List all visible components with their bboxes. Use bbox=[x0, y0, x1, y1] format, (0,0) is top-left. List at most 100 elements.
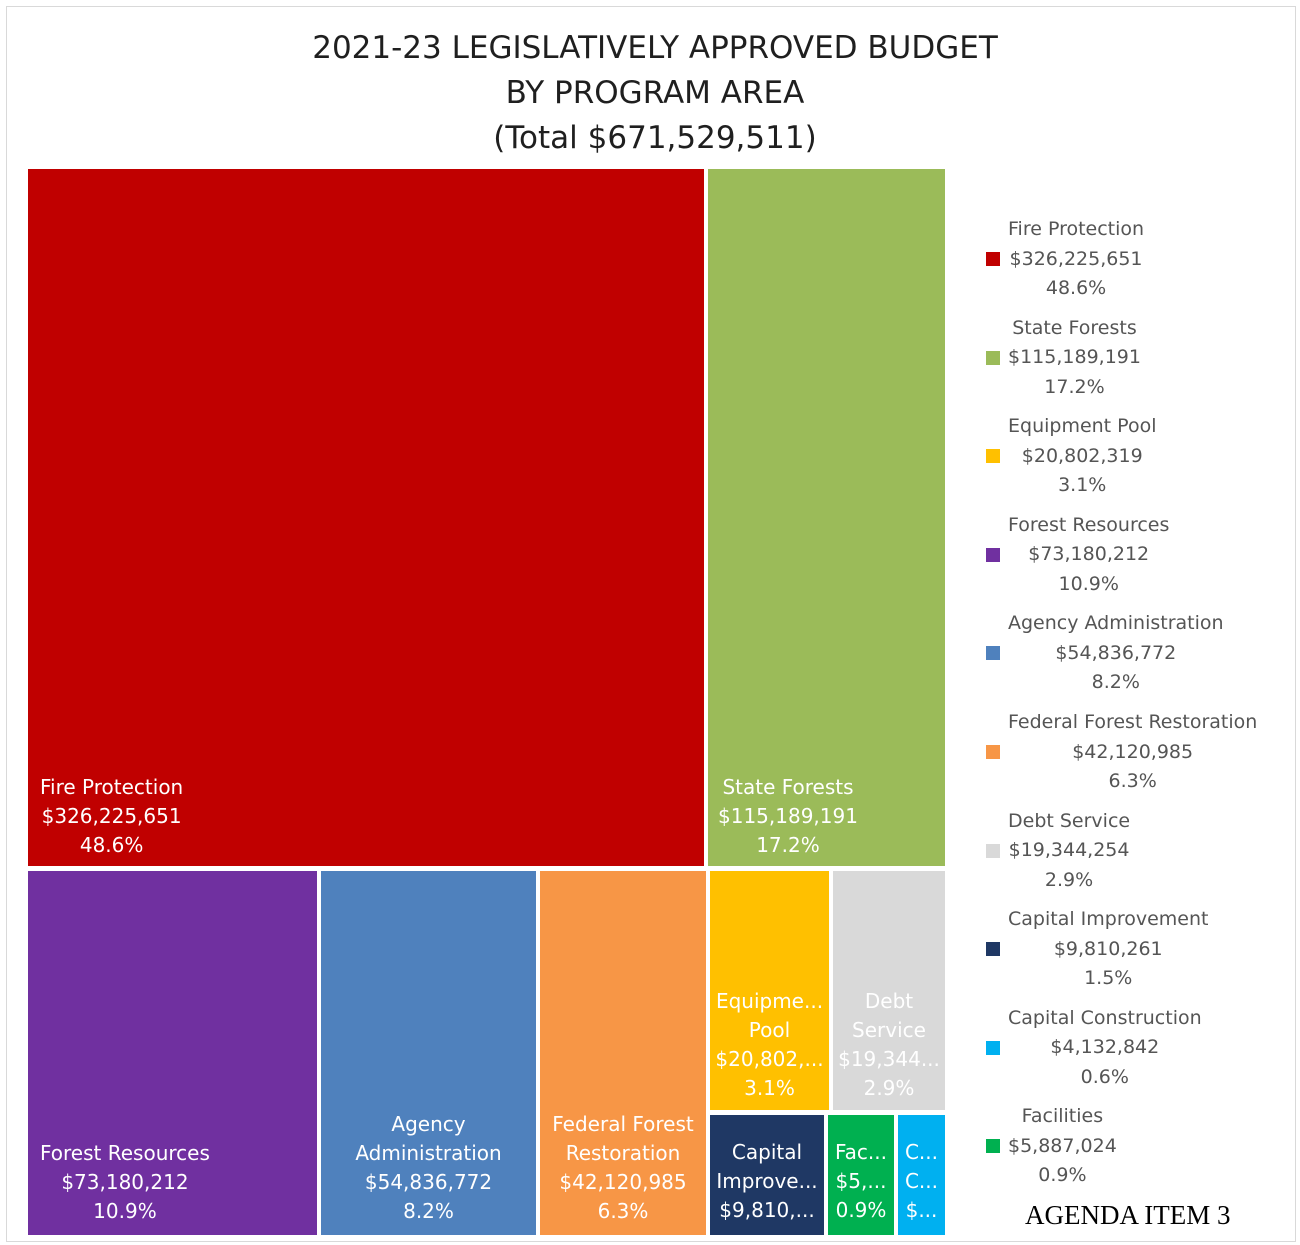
legend-item-facilities: Facilities $5,887,024 0.9% bbox=[978, 1102, 1278, 1192]
legend-percent-label: 6.3% bbox=[1108, 770, 1157, 792]
legend-name: Facilities bbox=[1021, 1105, 1104, 1128]
legend-text: State Forests $115,189,191 17.2% bbox=[1008, 314, 1141, 403]
legend-swatch bbox=[986, 646, 1000, 661]
tile-label-line: 10.9% bbox=[93, 1199, 157, 1223]
legend-name: Forest Resources bbox=[1008, 513, 1170, 536]
legend-text: Debt Service $19,344,254 2.9% bbox=[1008, 807, 1130, 896]
tile-label: Forest Resources $73,180,212 10.9% bbox=[40, 1139, 210, 1226]
tile-label-line: Equipme... bbox=[715, 989, 824, 1013]
legend-value-label: $73,180,212 bbox=[1028, 543, 1150, 566]
tile-forest-resources: Forest Resources $73,180,212 10.9% bbox=[28, 871, 317, 1235]
legend-item-fire-protection: Fire Protection $326,225,651 48.6% bbox=[978, 215, 1278, 305]
tile-federal-forest-restoration: Federal Forest Restoration $42,120,985 6.3% bbox=[540, 871, 706, 1235]
legend-swatch bbox=[986, 547, 1000, 562]
tile-label-line: Fac... bbox=[835, 1140, 887, 1164]
legend-swatch bbox=[986, 449, 1000, 464]
agenda-label: AGENDA ITEM 3 bbox=[1025, 1200, 1231, 1230]
tile-label: Agency Administration $54,836,772 8.2% bbox=[321, 1110, 536, 1226]
tile-label-line: 17.2% bbox=[756, 833, 820, 857]
tile-label: Fire Protection $326,225,651 48.6% bbox=[40, 773, 183, 860]
legend-text: Agency Administration $54,836,772 8.2% bbox=[1008, 609, 1224, 698]
legend-text: Equipment Pool $20,802,319 3.1% bbox=[1008, 412, 1156, 501]
legend-text: Federal Forest Restoration $42,120,985 6.3… bbox=[1008, 708, 1257, 797]
tile-capital-construction: C... C... $... bbox=[898, 1115, 945, 1235]
legend-text: Facilities $5,887,024 0.9% bbox=[1008, 1102, 1117, 1191]
legend-percent-label: 8.2% bbox=[1091, 671, 1140, 694]
legend-percent-label: 3.1% bbox=[1058, 474, 1107, 497]
tile-label-line: $115,189,191 bbox=[718, 804, 858, 828]
legend-value-label: $20,802,319 bbox=[1021, 444, 1143, 467]
legend-percent-label: 0.6% bbox=[1080, 1065, 1129, 1088]
legend-value-label: $115,189,191 bbox=[1008, 346, 1141, 369]
legend-percent-label: 1.5% bbox=[1084, 967, 1133, 990]
tile-equipment-pool: Equipme... Pool $20,802,... 3.1% bbox=[710, 871, 829, 1110]
legend-item-agency-administration: Agency Administration $54,836,772 8.2% bbox=[978, 609, 1278, 699]
tile-label-line: Restoration bbox=[565, 1141, 681, 1165]
tile-label-line: $326,225,651 bbox=[41, 804, 182, 828]
legend-name: Equipment Pool bbox=[1008, 415, 1157, 438]
legend-item-capital-improvement: Capital Improvement $9,810,261 1.5% bbox=[978, 905, 1278, 995]
tile-label-line: 0.9% bbox=[835, 1198, 887, 1222]
tile-label: Debt Service $19,344... 2.9% bbox=[833, 987, 945, 1103]
tile-label-line: Improve... bbox=[716, 1169, 818, 1193]
tile-label: Federal Forest Restoration $42,120,985 6.3% bbox=[540, 1110, 706, 1226]
legend-percent-label: 17.2% bbox=[1044, 375, 1105, 398]
tile-label-line: Fire Protection bbox=[40, 775, 184, 799]
tile-facilities: Fac... $5,... 0.9% bbox=[828, 1115, 894, 1235]
tile-label-line: $5,... bbox=[835, 1169, 887, 1193]
legend-name: Capital Construction bbox=[1008, 1006, 1202, 1029]
legend-name: State Forests bbox=[1012, 316, 1137, 339]
tile-label-line: Debt bbox=[864, 989, 914, 1013]
legend-value-label: $9,810,261 bbox=[1053, 937, 1163, 960]
legend-swatch bbox=[986, 745, 1000, 759]
tile-label-line: Federal Forest bbox=[552, 1112, 694, 1136]
tile-label-line: State Forests bbox=[722, 775, 854, 799]
tile-label-line: $42,120,985 bbox=[559, 1170, 687, 1194]
tile-label-line: C... bbox=[904, 1140, 939, 1164]
tile-debt-service: Debt Service $19,344... 2.9% bbox=[833, 871, 945, 1110]
legend-percent-label: 10.9% bbox=[1058, 572, 1119, 595]
legend-value-label: $4,132,842 bbox=[1050, 1036, 1160, 1059]
legend-item-equipment-pool: Equipment Pool $20,802,319 3.1% bbox=[978, 412, 1278, 502]
tile-label: C... C... $... bbox=[898, 1138, 945, 1225]
tile-label-line: Administration bbox=[355, 1141, 502, 1165]
tile-label: Capital Improve... $9,810,... bbox=[710, 1138, 824, 1225]
tile-state-forests: State Forests $115,189,191 17.2% bbox=[708, 169, 945, 866]
legend-swatch bbox=[986, 1139, 1000, 1154]
title-line-3: (Total $671,529,511) bbox=[493, 120, 817, 156]
legend-name: Agency Administration bbox=[1008, 612, 1224, 635]
legend-value-label: $19,344,254 bbox=[1008, 839, 1130, 862]
chart-title: 2021-23 LEGISLATIVELY APPROVED BUDGET BY… bbox=[0, 26, 1300, 161]
legend-text: Fire Protection $326,225,651 48.6% bbox=[1008, 215, 1144, 304]
tile-agency-administration: Agency Administration $54,836,772 8.2% bbox=[321, 871, 536, 1235]
tile-label-line: $54,836,772 bbox=[364, 1170, 493, 1194]
tile-label-line: $19,344... bbox=[838, 1047, 940, 1071]
legend-swatch bbox=[986, 252, 1000, 266]
legend-name: Debt Service bbox=[1008, 809, 1131, 832]
legend-item-state-forests: State Forests $115,189,191 17.2% bbox=[978, 314, 1278, 404]
legend-value-label: $5,887,024 bbox=[1008, 1134, 1117, 1157]
legend-name: Capital Improvement bbox=[1008, 908, 1209, 931]
tile-label-line: $9,810,... bbox=[719, 1198, 815, 1222]
treemap: Fire Protection $326,225,651 48.6% State Fo… bbox=[28, 169, 947, 1235]
title-line-2: BY PROGRAM AREA bbox=[505, 75, 805, 111]
title-line-1: 2021-23 LEGISLATIVELY APPROVED BUDGET bbox=[312, 30, 998, 66]
tile-label-line: 8.2% bbox=[403, 1199, 454, 1223]
tile-label-line: 3.1% bbox=[744, 1076, 795, 1100]
legend-item-forest-resources: Forest Resources $73,180,212 10.9% bbox=[978, 511, 1278, 601]
legend-item-debt-service: Debt Service $19,344,254 2.9% bbox=[978, 807, 1278, 897]
tile-label-line: Capital bbox=[731, 1140, 803, 1164]
chart-frame bbox=[6, 6, 1296, 1242]
legend-value-label: $54,836,772 bbox=[1055, 641, 1177, 664]
tile-label-line: Agency bbox=[391, 1112, 466, 1136]
legend-text: Capital Improvement $9,810,261 1.5% bbox=[1008, 905, 1208, 994]
tile-label-line: Forest Resources bbox=[40, 1141, 210, 1165]
legend-percent-label: 2.9% bbox=[1044, 868, 1094, 891]
legend-name: Fire Protection bbox=[1008, 218, 1145, 240]
tile-label-line: 6.3% bbox=[597, 1199, 649, 1223]
tile-label-line: Pool bbox=[748, 1018, 791, 1042]
tile-label-line: C... bbox=[904, 1169, 939, 1193]
tile-label-line: 48.6% bbox=[79, 833, 144, 857]
legend-item-capital-construction: Capital Construction $4,132,842 0.6% bbox=[978, 1004, 1278, 1094]
tile-label-line: 2.9% bbox=[863, 1076, 915, 1100]
